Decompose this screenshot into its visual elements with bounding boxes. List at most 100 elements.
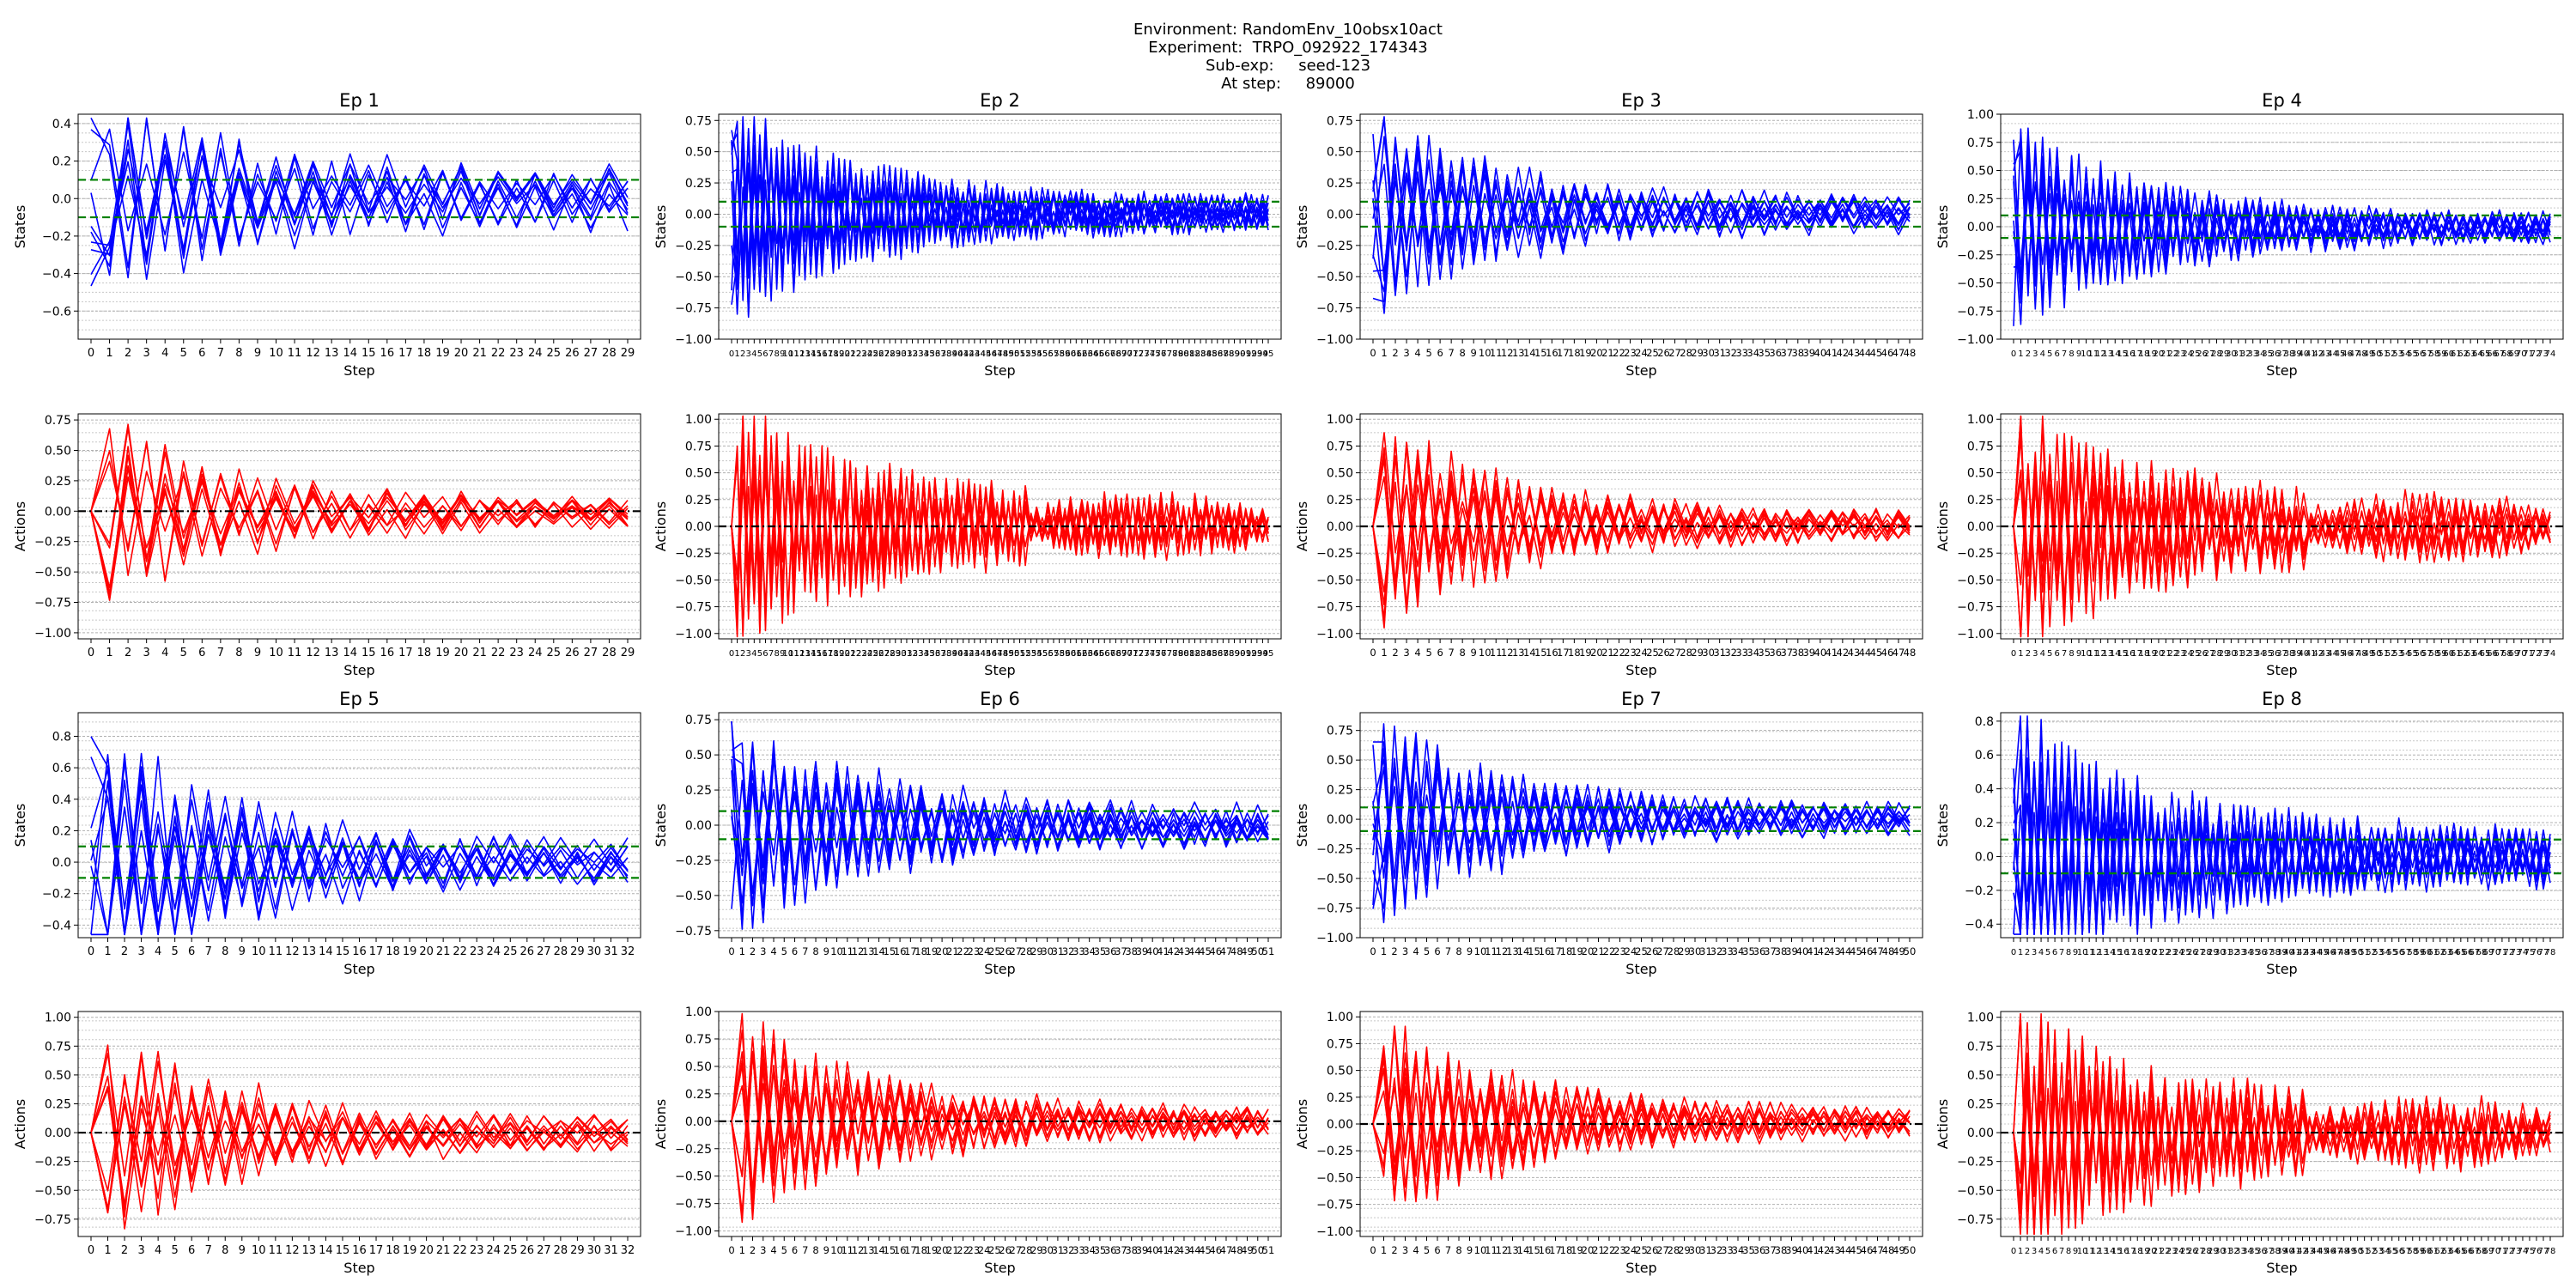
x-tick-label: 93 xyxy=(1251,649,1262,659)
x-tick-label: 27 xyxy=(1656,1244,1669,1256)
x-tick-label: 0 xyxy=(2011,1247,2016,1256)
x-tick-label: 47 xyxy=(1220,1244,1233,1256)
x-tick-label: 2 xyxy=(1392,347,1398,359)
y-tick-label: 0.00 xyxy=(685,819,712,833)
x-tick-label: 17 xyxy=(2125,948,2136,957)
x-tick-label: 24 xyxy=(862,649,873,659)
y-tick-label: −0.75 xyxy=(1316,601,1353,615)
x-tick-label: 7 xyxy=(1448,347,1454,359)
x-tick-label: 9 xyxy=(1471,647,1477,659)
x-tick-label: 18 xyxy=(914,1244,927,1256)
x-tick-label: 13 xyxy=(799,349,811,359)
series-line-10 xyxy=(731,118,1269,290)
x-tick-label: 19 xyxy=(435,647,450,659)
x-tick-label: 73 xyxy=(2511,1247,2522,1256)
x-tick-label: 1 xyxy=(739,1244,745,1256)
y-tick-label: −0.75 xyxy=(1316,902,1353,916)
x-tick-label: 44 xyxy=(1839,1244,1852,1256)
subexp-label: Sub-exp: xyxy=(1205,57,1274,75)
x-tick-label: 53 xyxy=(2372,948,2384,957)
y-tick-label: −0.25 xyxy=(675,854,712,868)
x-tick-label: 46 xyxy=(1209,1244,1222,1256)
x-tick-label: 23 xyxy=(509,347,524,360)
x-tick-label: 40 xyxy=(1796,1244,1809,1256)
x-tick-label: 11 xyxy=(269,945,283,958)
subplot-title: Ep 5 xyxy=(339,689,380,709)
series-line-7 xyxy=(1372,1027,1911,1194)
x-tick-label: 15 xyxy=(336,945,350,958)
y-tick-label: 0.00 xyxy=(685,520,712,534)
x-tick-label: 48 xyxy=(2338,1247,2349,1256)
x-tick-label: 11 xyxy=(2088,649,2099,659)
x-tick-label: 19 xyxy=(435,347,450,360)
x-tick-label: 3 xyxy=(760,1244,766,1256)
x-tick-label: 14 xyxy=(805,349,817,359)
y-tick-label: 0.2 xyxy=(52,824,71,838)
series-line-7 xyxy=(2013,434,2551,603)
x-tick-label: 20 xyxy=(839,649,850,659)
x-tick-label: 7 xyxy=(2062,349,2067,359)
x-tick-label: 49 xyxy=(1003,349,1014,359)
x-tick-label: 35 xyxy=(2249,1247,2260,1256)
x-axis-label: Step xyxy=(1625,961,1656,977)
x-tick-label: 10 xyxy=(782,349,793,359)
x-tick-label: 43 xyxy=(1848,647,1861,659)
x-tick-label: 73 xyxy=(1139,349,1150,359)
x-tick-label: 67 xyxy=(2469,948,2480,957)
x-tick-label: 48 xyxy=(1230,945,1243,957)
x-tick-label: 47 xyxy=(992,649,1003,659)
x-tick-label: 22 xyxy=(491,647,506,659)
x-tick-label: 37 xyxy=(935,349,946,359)
x-tick-label: 6 xyxy=(198,647,205,659)
x-tick-label: 45 xyxy=(1850,1244,1862,1256)
x-tick-label: 28 xyxy=(1020,1244,1033,1256)
x-tick-label: 23 xyxy=(1624,647,1637,659)
x-tick-label: 25 xyxy=(2190,349,2201,359)
x-tick-label: 48 xyxy=(997,649,1008,659)
x-tick-label: 1 xyxy=(106,647,112,659)
x-tick-label: 77 xyxy=(1161,649,1172,659)
x-tick-label: 50 xyxy=(2352,948,2363,957)
x-tick-label: 44 xyxy=(2327,649,2338,659)
series-line-9 xyxy=(90,1044,629,1230)
y-tick-label: 0.50 xyxy=(1327,467,1353,481)
x-tick-label: 0 xyxy=(728,945,734,957)
x-tick-label: 14 xyxy=(1523,347,1536,359)
series-line-4 xyxy=(1372,116,1911,288)
y-tick-label: −0.4 xyxy=(42,268,71,282)
x-tick-label: 29 xyxy=(890,349,901,359)
x-tick-label: 40 xyxy=(952,649,963,659)
x-tick-label: 7 xyxy=(217,347,224,360)
x-tick-label: 94 xyxy=(1257,349,1268,359)
x-tick-label: 33 xyxy=(1072,1244,1085,1256)
x-tick-label: 30 xyxy=(1702,347,1715,359)
x-tick-label: 47 xyxy=(992,349,1003,359)
x-tick-label: 44 xyxy=(1859,647,1872,659)
y-tick-label: 0.25 xyxy=(1967,1097,1994,1111)
x-tick-label: 66 xyxy=(1099,649,1110,659)
x-tick-label: 46 xyxy=(1209,945,1222,957)
x-tick-label: 16 xyxy=(2124,349,2136,359)
subplot-6-actions: −1.00 −0.75 −0.50 −0.25 0.00 0.25 0.50 0.75 1.00… xyxy=(653,413,1282,678)
y-tick-label: 0.00 xyxy=(1967,520,1994,534)
x-tick-label: 15 xyxy=(1528,1244,1540,1256)
x-tick-label: 17 xyxy=(822,349,833,359)
x-tick-label: 34 xyxy=(918,649,929,659)
x-tick-label: 58 xyxy=(2428,349,2439,359)
x-tick-label: 49 xyxy=(2345,1247,2356,1256)
x-tick-label: 7 xyxy=(2059,1247,2064,1256)
x-tick-label: 92 xyxy=(1246,349,1257,359)
y-tick-label: 1.00 xyxy=(1327,413,1353,427)
x-tick-label: 6 xyxy=(792,1244,798,1256)
x-tick-label: 31 xyxy=(604,945,618,958)
x-tick-label: 8 xyxy=(1455,1244,1461,1256)
subplot-10-states: −0.75−0.50−0.250.000.250.500.750 1 2 3 4 5 6 7 8… xyxy=(653,689,1282,977)
x-tick-label: 31 xyxy=(1699,945,1712,957)
y-tick-label: 0.50 xyxy=(685,1060,712,1074)
x-tick-label: 28 xyxy=(1680,347,1692,359)
x-tick-label: 12 xyxy=(1496,1244,1509,1256)
x-tick-label: 79 xyxy=(1172,649,1183,659)
x-tick-label: 43 xyxy=(2320,349,2331,359)
series-line-1 xyxy=(1372,1025,1911,1182)
x-tick-label: 35 xyxy=(1742,945,1755,957)
